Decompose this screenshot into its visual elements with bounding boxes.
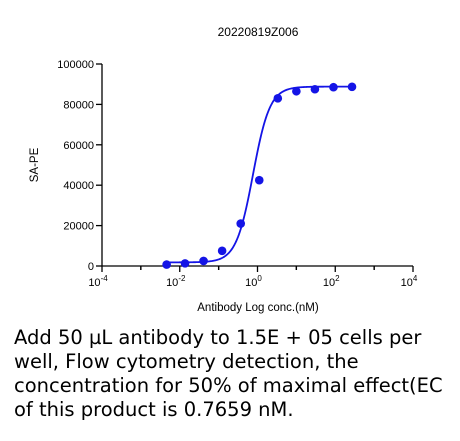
- data-point: [329, 82, 338, 92]
- data-points-layer: [162, 82, 357, 269]
- axes: 0 20000 40000 60000 80000 100000 10-4 10-2 100 10…: [57, 59, 418, 289]
- y-tick-label: 0: [88, 261, 94, 273]
- data-point: [199, 256, 208, 266]
- y-tick-label: 80000: [63, 99, 94, 111]
- fit-curve: [166, 85, 353, 264]
- caption-line: concentration for 50% of maximal effect(…: [14, 374, 443, 397]
- y-tick-label: 100000: [57, 59, 94, 71]
- x-axis-label: Antibody Log conc.(nM): [197, 302, 319, 314]
- data-point: [347, 82, 357, 92]
- data-point: [217, 246, 227, 256]
- x-tick-exponent: -4: [101, 274, 109, 283]
- y-tick-label: 20000: [63, 221, 94, 233]
- x-tick-exponent: 4: [413, 274, 418, 283]
- data-point: [292, 86, 301, 96]
- data-point: [273, 94, 283, 103]
- data-point: [310, 84, 320, 94]
- x-tick-label: 102: [323, 274, 340, 289]
- y-axis-label: SA-PE: [29, 147, 41, 182]
- fit-curve-layer: [166, 85, 353, 264]
- x-tick-label: 100: [245, 274, 262, 289]
- data-point: [180, 259, 190, 268]
- chart-title: 20220819Z006: [218, 25, 299, 39]
- ec50-chart: 20220819Z006 0 20000 40000 60000 80000 100000…: [29, 25, 418, 314]
- data-point: [254, 175, 264, 185]
- x-tick-exponent: 2: [335, 274, 340, 283]
- caption-line: of this product is 0.7659 nM.: [14, 398, 294, 421]
- x-tick-label: 104: [401, 274, 418, 289]
- caption-line: well, Flow cytometry detection, the: [14, 350, 359, 373]
- data-point: [162, 260, 171, 269]
- data-point: [236, 219, 246, 228]
- x-tick-exponent: -2: [178, 274, 186, 283]
- y-tick-label: 40000: [63, 180, 94, 192]
- description-caption: Add 50 µL antibody to 1.5E + 05 cells pe…: [14, 326, 460, 422]
- y-tick-label: 60000: [63, 140, 94, 152]
- caption-line: Add 50 µL antibody to 1.5E + 05 cells pe…: [14, 326, 422, 349]
- x-tick-label: 10-4: [88, 274, 108, 289]
- x-tick-exponent: 0: [257, 274, 262, 283]
- x-tick-label: 10-2: [166, 274, 186, 289]
